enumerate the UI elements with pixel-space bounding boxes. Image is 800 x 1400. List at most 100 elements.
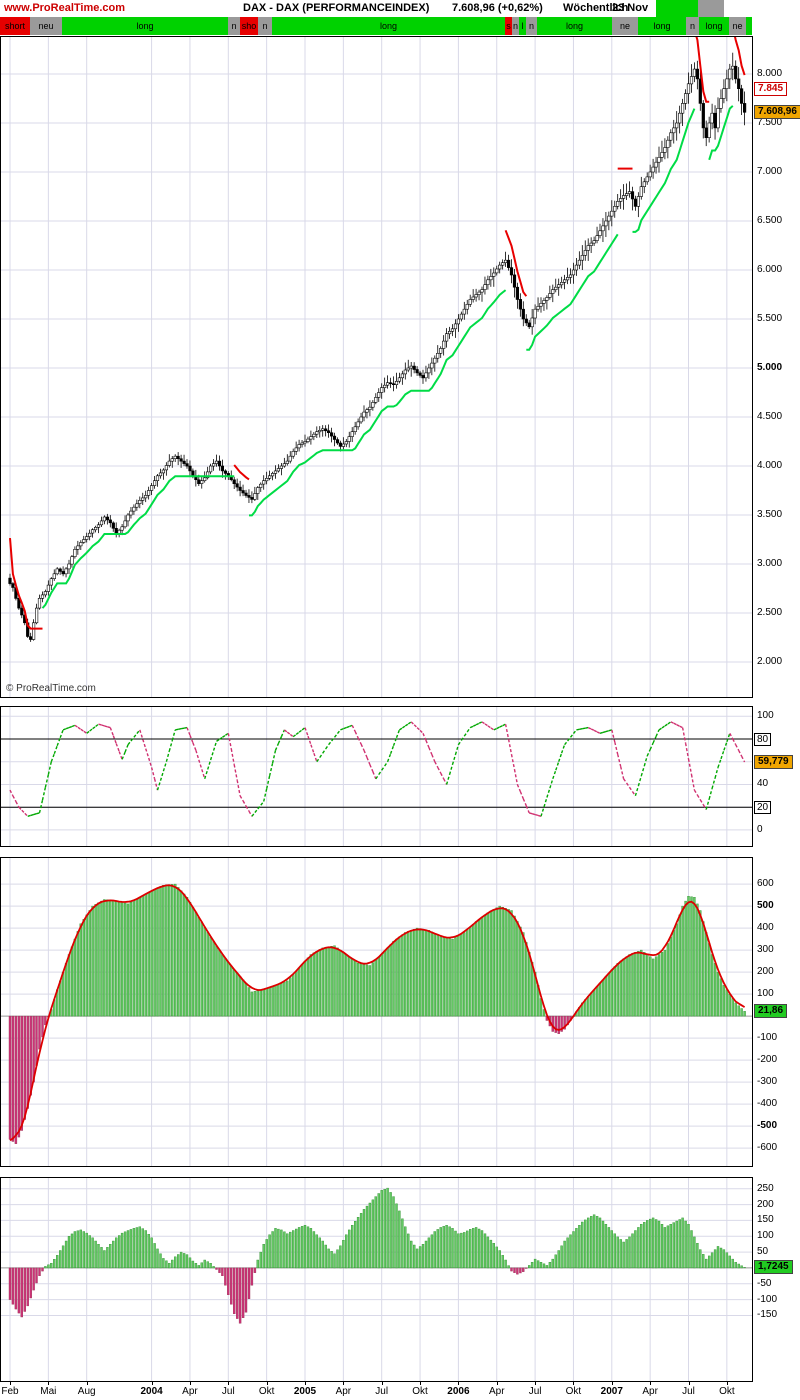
x-axis-label: Aug — [77, 1386, 96, 1397]
y-axis-label: 300 — [757, 944, 774, 956]
y-axis-label: 5.500 — [757, 313, 783, 325]
stochastic-panel[interactable] — [0, 706, 753, 847]
y-axis-label: -100 — [757, 1293, 778, 1305]
signal-ribbon-segment: long — [62, 17, 228, 35]
y-axis-label: -150 — [757, 1309, 778, 1321]
y-axis-label: -50 — [757, 1277, 772, 1289]
y-axis-label: 40 — [757, 778, 769, 790]
x-axis-label: Feb — [1, 1386, 19, 1397]
x-axis-tick — [189, 1382, 191, 1385]
y-axis-label: 8.000 — [757, 68, 783, 80]
y-axis-label: -400 — [757, 1098, 778, 1110]
y-axis-label: 100 — [757, 988, 774, 1000]
signal-ribbon-segment: long — [699, 17, 729, 35]
y-axis-label: -500 — [757, 1120, 778, 1132]
signal-ribbon-segment: sho — [240, 17, 258, 35]
date-label: 23 Nov — [612, 2, 649, 14]
x-axis-tick — [48, 1382, 50, 1385]
signal-ribbon-segment — [746, 17, 752, 35]
signal-ribbon-segment: ne — [612, 17, 638, 35]
x-axis-label: Apr — [642, 1386, 658, 1397]
value-tag: 1,7245 — [754, 1260, 793, 1275]
y-axis-label: 200 — [757, 1198, 774, 1210]
x-axis-label: Apr — [182, 1386, 198, 1397]
macd-panel[interactable] — [0, 857, 753, 1167]
y-axis-label: 3.000 — [757, 558, 783, 570]
last-price: 7.608,96 (+0,62%) — [452, 2, 543, 14]
y-axis-label: -600 — [757, 1142, 778, 1154]
x-axis-tick — [496, 1382, 498, 1385]
x-axis-label: Okt — [412, 1386, 428, 1397]
x-axis-label: Jul — [221, 1386, 235, 1397]
y-axis-label: 600 — [757, 878, 774, 890]
x-axis-tick — [266, 1382, 268, 1385]
signal-ribbon-segment: long — [638, 17, 686, 35]
signal-ribbon: short neu long n sho n long s n l n long ne long n long… — [0, 17, 752, 35]
x-axis-tick — [151, 1382, 153, 1385]
signal-ribbon-segment: n — [526, 17, 537, 35]
momentum-panel[interactable] — [0, 1177, 753, 1382]
y-axis-label: 80 — [754, 732, 772, 746]
signal-ribbon-segment: n — [228, 17, 240, 35]
x-axis-label: 2004 — [140, 1386, 163, 1397]
x-axis-label: Jul — [682, 1386, 695, 1397]
title-bar: www.ProRealTime.com DAX - DAX (PERFORMAN… — [0, 0, 800, 17]
x-axis-tick — [10, 1382, 11, 1385]
signal-ribbon-segment: n — [258, 17, 272, 35]
y-axis-label: 0 — [757, 823, 763, 835]
y-axis-label: 100 — [757, 1230, 774, 1242]
x-axis-tick — [228, 1382, 230, 1385]
y-axis-label: 500 — [757, 900, 774, 912]
site-link[interactable]: www.ProRealTime.com — [4, 2, 126, 14]
y-axis-label: 250 — [757, 1182, 774, 1194]
signal-ribbon-segment: s — [505, 17, 512, 35]
signal-ribbon-segment: n — [512, 17, 519, 35]
y-axis-label: 50 — [757, 1246, 769, 1258]
y-axis-label: 2.000 — [757, 656, 783, 668]
x-axis-tick — [688, 1382, 690, 1385]
x-axis-label: Jul — [528, 1386, 542, 1397]
x-axis-tick — [305, 1382, 306, 1385]
value-tag: 21,86 — [754, 1004, 788, 1019]
y-axis-label: 7.000 — [757, 166, 783, 178]
y-axis-label: 6.500 — [757, 215, 783, 227]
x-axis-tick — [343, 1382, 345, 1385]
x-axis-label: Jul — [375, 1386, 389, 1397]
x-axis-label: Okt — [258, 1386, 275, 1397]
y-axis-label: 200 — [757, 966, 774, 978]
x-axis-tick — [573, 1382, 575, 1385]
signal-ribbon-segment: l — [519, 17, 526, 35]
x-axis-label: 2007 — [600, 1386, 623, 1397]
instrument-title: DAX - DAX (PERFORMANCEINDEX) — [243, 2, 430, 14]
x-axis-tick — [726, 1382, 728, 1385]
x-axis-label: 2006 — [447, 1386, 470, 1397]
value-tag: 7.845 — [754, 82, 788, 97]
header-signal-block — [656, 0, 698, 17]
x-axis-tick — [611, 1382, 613, 1385]
x-axis-tick — [420, 1382, 422, 1385]
x-axis-label: Okt — [565, 1386, 582, 1397]
copyright-label: © ProRealTime.com — [6, 683, 96, 694]
x-axis-tick — [381, 1382, 383, 1385]
x-axis-label: 2005 — [293, 1386, 317, 1397]
timeframe-label: Wöchentlich — [563, 2, 629, 14]
time-axis[interactable]: Feb Mai Aug 2004 Apr Jul Okt 2005 Apr Jul Okt 2006 A… — [0, 1382, 800, 1400]
signal-ribbon-segment: n — [686, 17, 699, 35]
y-axis-label: 6.000 — [757, 264, 783, 276]
signal-ribbon-segment: short — [0, 17, 30, 35]
y-axis-label: 5.000 — [757, 362, 783, 374]
x-axis-tick — [458, 1382, 460, 1385]
value-tag: 7.608,96 — [754, 105, 800, 120]
signal-ribbon-segment: long — [272, 17, 505, 35]
header-signal-blocks — [656, 0, 724, 17]
y-axis-label: 3.500 — [757, 509, 783, 521]
y-axis-label: 2.500 — [757, 607, 783, 619]
x-axis-tick — [650, 1382, 652, 1385]
y-axis-label: -200 — [757, 1054, 778, 1066]
main-price-chart[interactable] — [0, 36, 753, 698]
y-axis-label: 20 — [754, 801, 772, 815]
y-axis-label: 4.500 — [757, 411, 783, 423]
y-axis-label: 100 — [757, 710, 774, 722]
value-tag: 59,779 — [754, 754, 793, 769]
